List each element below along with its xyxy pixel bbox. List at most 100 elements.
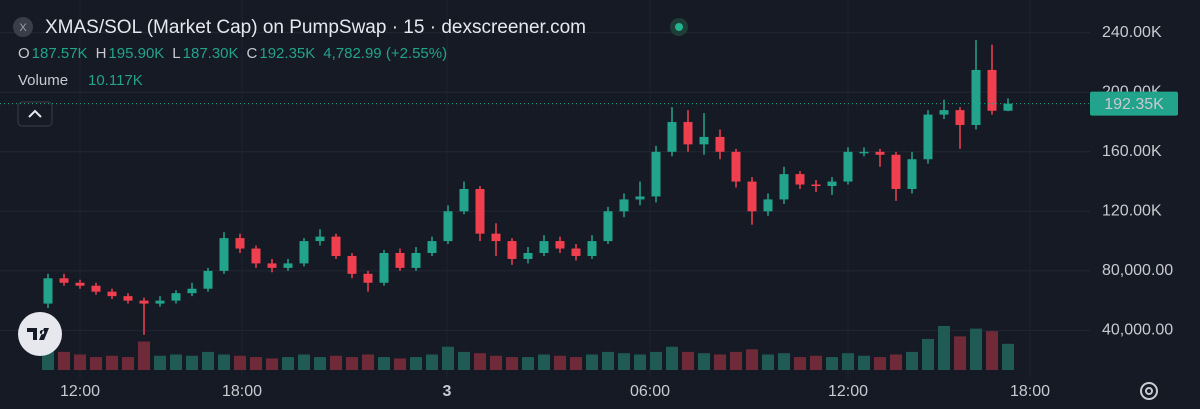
legend-value: 192.35K [259, 45, 315, 62]
settings-hub [1145, 387, 1153, 395]
last-price-label: 192.35K [1104, 96, 1164, 113]
last-price-box [1090, 91, 1178, 116]
settings-icon[interactable] [1140, 382, 1158, 400]
candle-body [955, 110, 965, 126]
volume-bar [490, 355, 502, 370]
tradingview-logo [18, 312, 62, 356]
volume-bar [378, 357, 390, 370]
volume-bar [426, 354, 438, 370]
candle-body [811, 184, 821, 187]
volume-bar [666, 346, 678, 370]
legend-key: L [172, 45, 180, 62]
legend-key: C [247, 45, 258, 62]
x-tick-label: 3 [443, 383, 452, 400]
token-icon [13, 17, 33, 37]
volume-bar [826, 357, 838, 370]
candle-body [299, 241, 309, 264]
volume-bar [474, 353, 486, 370]
volume-bar [250, 357, 262, 370]
candle-body [427, 241, 437, 253]
candle-body [571, 248, 581, 256]
volume-bar [298, 354, 310, 370]
volume-bar [506, 357, 518, 370]
candle-body [731, 151, 741, 182]
volume-bar [186, 355, 198, 370]
candle-body [43, 278, 53, 304]
volume-bar [538, 354, 550, 370]
y-tick-label: 120.00K [1102, 203, 1162, 220]
candle-body [123, 296, 133, 301]
candle-body [539, 241, 549, 253]
candle-body [459, 189, 469, 212]
candle-body [635, 196, 645, 200]
candle-body [939, 110, 949, 115]
legend-key: H [96, 45, 107, 62]
candle-body [395, 252, 405, 268]
candle-body [619, 199, 629, 212]
volume-bar [362, 354, 374, 370]
volume-bar [170, 354, 182, 370]
volume-bar [234, 355, 246, 370]
volume-bar [922, 338, 934, 370]
candle-body [827, 181, 837, 187]
candle-body [763, 199, 773, 212]
grid [0, 32, 1090, 331]
volume-bar [218, 354, 230, 370]
volume-bar [778, 353, 790, 370]
volume-bar [266, 358, 278, 370]
y-tick-label: 240.00K [1102, 24, 1162, 41]
candle-body [235, 238, 245, 249]
volume-title: Volume [18, 72, 68, 89]
candle-body [923, 114, 933, 160]
volume-bar [154, 355, 166, 370]
candle-body [507, 241, 517, 259]
volume-bar [554, 355, 566, 370]
legend-value: 195.90K [108, 45, 164, 62]
volume-bar [906, 351, 918, 370]
candle-body [651, 151, 661, 197]
volume-bar [90, 357, 102, 370]
volume-bar [138, 341, 150, 370]
candle-body [859, 151, 869, 154]
candle-body [155, 300, 165, 304]
volume-bar [106, 355, 118, 370]
volume-bar [618, 353, 630, 370]
y-tick-label: 40,000.00 [1102, 322, 1173, 339]
collapse-button[interactable] [17, 101, 53, 127]
volume-bar [58, 351, 70, 370]
volume-bar [74, 354, 86, 370]
candle-body [715, 136, 725, 152]
volume-bar [314, 357, 326, 370]
volume-bar [634, 354, 646, 370]
chart-title: XMAS/SOL (Market Cap) on PumpSwap · 15 ·… [45, 17, 586, 38]
volume-bar [442, 346, 454, 370]
volume-bar [986, 331, 998, 370]
volume-bar [282, 357, 294, 370]
candle-body [267, 263, 277, 268]
candle-body [283, 263, 293, 268]
collapse-arrow [28, 109, 42, 118]
volume-bar [1002, 343, 1014, 370]
candle-body [747, 181, 757, 212]
candle-body [779, 174, 789, 200]
candle-body [203, 270, 213, 289]
y-tick-label: 80,000.00 [1102, 262, 1173, 279]
candle-body [683, 122, 693, 145]
legend-change: 4,782.99 (+2.55%) [323, 45, 447, 62]
volume-bar [938, 326, 950, 370]
candle-body [667, 122, 677, 152]
candle-layer [43, 40, 1013, 335]
volume-bar [682, 351, 694, 370]
candle-body [443, 211, 453, 242]
candle-body [491, 233, 501, 242]
volume-bar [746, 349, 758, 370]
volume-bar [394, 358, 406, 370]
volume-bar [650, 351, 662, 370]
candle-body [971, 69, 981, 126]
token-icon-letter: X [19, 22, 27, 34]
x-tick-label: 12:00 [828, 383, 868, 400]
candle-body [75, 282, 85, 286]
volume-bar [458, 351, 470, 370]
volume-bar [890, 354, 902, 370]
